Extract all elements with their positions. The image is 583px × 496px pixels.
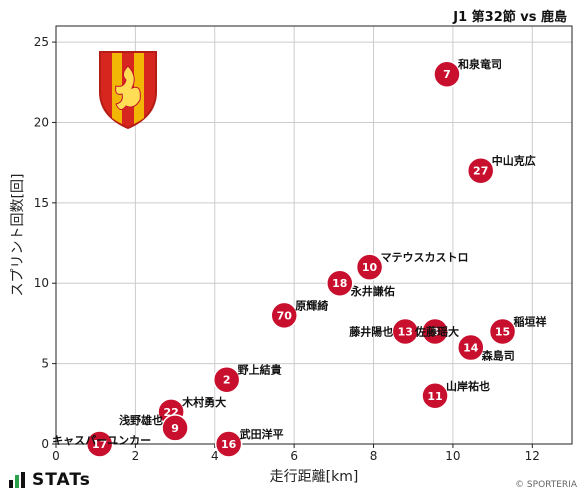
- brand-logo: STATs: [8, 470, 91, 490]
- x-tick-label: 4: [211, 449, 219, 463]
- point-marker: [391, 317, 420, 346]
- y-tick-label: 25: [34, 35, 49, 49]
- point-player-name: 中山克広: [492, 154, 536, 168]
- data-point-9: 9 浅野雄也: [119, 413, 189, 442]
- point-player-name: 永井謙佑: [350, 284, 395, 298]
- point-number: 7: [443, 68, 451, 81]
- chart-title: J1 第32節 vs 鹿島: [453, 10, 567, 25]
- point-player-name: 藤井陽也: [349, 324, 393, 338]
- point-player-name: 稲垣祥: [514, 314, 547, 328]
- axes: [52, 25, 573, 448]
- point-number: 14: [463, 342, 479, 355]
- point-number: 11: [427, 390, 442, 403]
- point-player-name: 野上結貴: [238, 363, 282, 377]
- copyright-credit: © SPORTERIA: [515, 480, 577, 490]
- x-axis-label: 走行距離[km]: [270, 468, 359, 485]
- point-marker: [466, 156, 495, 185]
- y-tick-label: 15: [34, 196, 49, 210]
- point-number: 16: [221, 438, 237, 451]
- point-player-name: 森島司: [482, 349, 515, 363]
- point-player-name: 木村勇大: [181, 395, 226, 409]
- plot-frame: [55, 25, 573, 445]
- club-crest-icon: [99, 51, 157, 130]
- point-number: 18: [332, 277, 347, 290]
- point-marker: [212, 365, 241, 394]
- brand-name: STATs: [32, 470, 91, 490]
- point-marker: [270, 301, 298, 330]
- data-point-15: 15 稲垣祥: [488, 314, 547, 346]
- point-number: 3: [431, 325, 439, 338]
- x-tick-label: 0: [52, 449, 60, 463]
- point-marker: [433, 60, 461, 88]
- point-marker: [85, 430, 114, 458]
- point-number: 10: [362, 261, 378, 274]
- point-player-name: 山岸祐也: [446, 379, 490, 393]
- point-marker: [355, 253, 384, 281]
- y-tick-label: 20: [34, 115, 49, 129]
- point-number: 2: [223, 374, 231, 387]
- point-number: 27: [473, 165, 488, 178]
- data-point-13: 13 藤井陽也: [349, 317, 420, 346]
- point-number: 17: [92, 438, 107, 451]
- point-marker: [161, 414, 189, 442]
- point-marker: [457, 333, 485, 362]
- point-player-name: マテウスカストロ: [381, 251, 469, 264]
- point-marker: [326, 269, 354, 297]
- point-marker: [214, 430, 243, 458]
- point-player-name: 佐藤瑶大: [414, 324, 459, 338]
- point-number: 15: [495, 325, 510, 338]
- point-player-name: 浅野雄也: [119, 413, 163, 427]
- point-marker: [421, 382, 449, 410]
- point-number: 13: [398, 325, 413, 338]
- point-marker: [488, 317, 517, 346]
- point-player-name: 和泉竜司: [458, 57, 502, 71]
- point-player-name: キャスパーユンカー: [52, 434, 151, 447]
- data-point-27: 27 中山克広: [466, 154, 536, 185]
- x-tick-label: 2: [132, 449, 140, 463]
- data-point-2: 2 野上結貴: [212, 363, 282, 394]
- y-tick-label: 10: [34, 276, 49, 290]
- data-point-11: 11 山岸祐也: [421, 379, 490, 410]
- y-tick-label: 5: [41, 357, 49, 371]
- point-number: 70: [277, 309, 293, 322]
- y-tick-label: 0: [41, 437, 49, 451]
- y-axis-label: スプリント回数[回]: [10, 174, 26, 297]
- x-tick-label: 10: [445, 449, 460, 463]
- point-number: 9: [171, 422, 179, 435]
- bar-chart-icon: [9, 472, 25, 488]
- data-point-7: 7 和泉竜司: [433, 57, 502, 88]
- tick-labels: 0 2 4 6 8 10 12 0 5 10 15 20 25: [34, 35, 540, 463]
- point-player-name: 武田洋平: [240, 427, 284, 441]
- x-tick-label: 12: [525, 449, 540, 463]
- x-tick-label: 6: [290, 449, 298, 463]
- point-marker: [421, 317, 449, 346]
- point-player-name: 原輝綺: [295, 298, 328, 312]
- x-tick-label: 8: [370, 449, 378, 463]
